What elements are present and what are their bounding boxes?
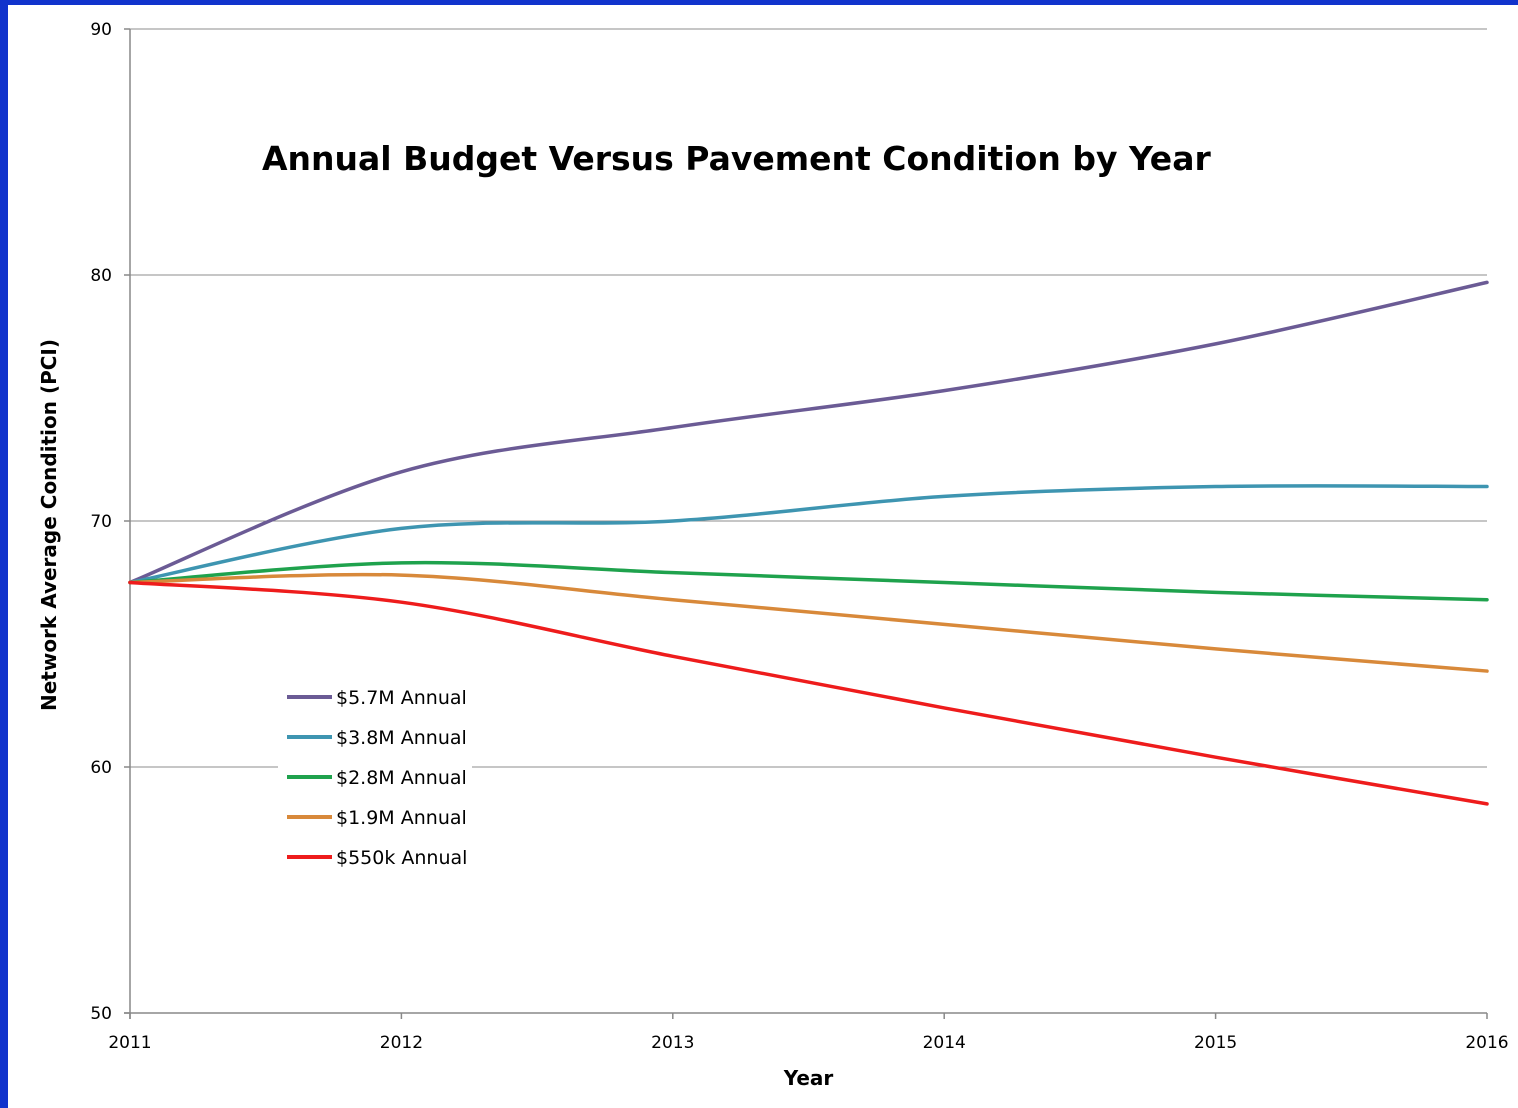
chart-background [8, 5, 1518, 1108]
y-tick-label: 90 [90, 20, 112, 40]
y-tick-label: 70 [90, 512, 112, 532]
legend: $5.7M Annual $3.8M Annual $2.8M Annual $1.9… [278, 678, 472, 878]
axis-ticks: 50 60 70 80 90 2011 2012 2013 2014 2015 2016 [90, 20, 1508, 1053]
x-tick-label: 2016 [1465, 1033, 1508, 1053]
series-line [128, 580, 1489, 806]
x-axis-title: Year [783, 1066, 834, 1090]
y-tick-label: 60 [90, 758, 112, 778]
x-tick-label: 2011 [108, 1033, 151, 1053]
series-line [128, 560, 1489, 602]
x-tick-label: 2013 [651, 1033, 694, 1053]
x-tick-label: 2012 [380, 1033, 423, 1053]
y-tick-label: 80 [90, 266, 112, 286]
y-tick-label: 50 [90, 1004, 112, 1024]
y-axis-title: Network Average Condition (PCI) [37, 339, 61, 711]
legend-label: $3.8M Annual [336, 727, 467, 749]
x-tick-label: 2015 [1194, 1033, 1237, 1053]
series-line [128, 572, 1489, 673]
legend-label: $5.7M Annual [336, 687, 467, 709]
series-line [128, 484, 1489, 585]
series-lines [128, 280, 1489, 806]
legend-label: $2.8M Annual [336, 767, 467, 789]
series-line [128, 280, 1489, 585]
x-tick-label: 2014 [923, 1033, 966, 1053]
legend-label: $550k Annual [336, 847, 467, 869]
chart-title: Annual Budget Versus Pavement Condition … [262, 139, 1211, 178]
legend-label: $1.9M Annual [336, 807, 467, 829]
